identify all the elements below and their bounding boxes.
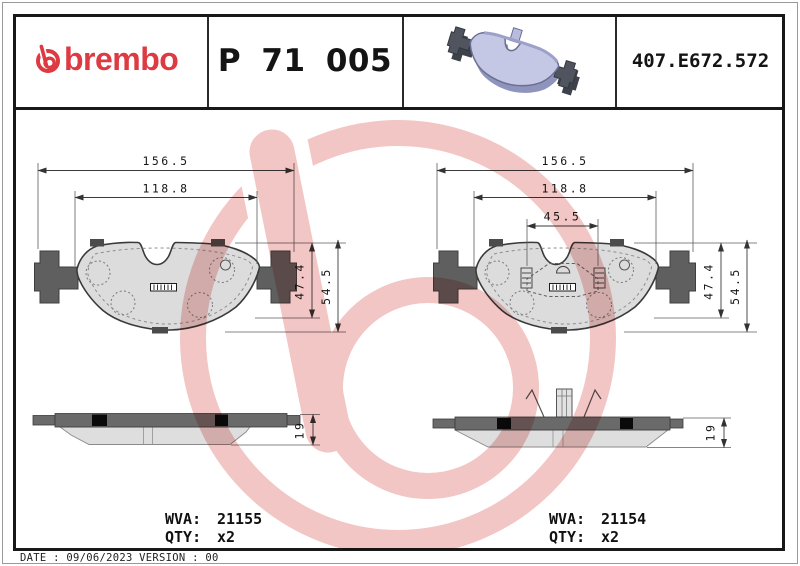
part-number: P 71 005 xyxy=(217,42,393,79)
wva-label: WVA: xyxy=(165,510,202,528)
wva-value: 21154 xyxy=(601,510,647,528)
brake-pad-3d-illustration xyxy=(445,25,582,104)
dim-left-total-width: 156.5 xyxy=(142,154,189,168)
right-pad-side-view: 19 xyxy=(432,388,731,448)
technical-drawing: 156.5 118.8 47.4 54.5 xyxy=(32,154,757,448)
wear-sensor-tab xyxy=(556,388,573,418)
left-pad-id-block: WVA: 21155 QTY: x2 xyxy=(165,510,262,546)
dim-right-pad-height: 47.4 xyxy=(702,262,716,300)
qty-label: QTY: xyxy=(549,528,586,546)
header-divider xyxy=(402,17,404,107)
right-pad-front-view: 156.5 118.8 45.5 47.4 54.5 xyxy=(434,154,757,334)
dim-left-total-height: 54.5 xyxy=(319,267,333,305)
left-pad-front-view: 156.5 118.8 47.4 54.5 xyxy=(35,154,346,334)
dim-right-thickness: 19 xyxy=(704,423,718,442)
qty-value: x2 xyxy=(217,528,236,546)
dim-right-pad-width: 118.8 xyxy=(541,182,588,196)
dim-right-total-width: 156.5 xyxy=(541,154,588,168)
qty-value: x2 xyxy=(601,528,620,546)
header-separator xyxy=(13,107,785,110)
dim-left-pad-height: 47.4 xyxy=(293,262,307,300)
wva-value: 21155 xyxy=(217,510,263,528)
dim-right-total-height: 54.5 xyxy=(728,267,742,305)
header-divider xyxy=(615,17,617,107)
left-pad-side-view: 19 xyxy=(32,413,320,446)
footer-note: DATE : 09/06/2023 VERSION : 00 xyxy=(20,552,219,564)
right-pad-id-block: WVA: 21154 QTY: x2 xyxy=(549,510,646,546)
qty-label: QTY: xyxy=(165,528,202,546)
brand-wordmark: brembo xyxy=(64,41,179,77)
brembo-roundel-b-icon xyxy=(36,43,60,73)
wva-label: WVA: xyxy=(549,510,586,528)
header-divider xyxy=(207,17,209,107)
dim-left-thickness: 19 xyxy=(293,421,307,440)
dim-right-sensor-width: 45.5 xyxy=(544,210,582,224)
reference-code: 407.E672.572 xyxy=(631,49,770,72)
dim-left-pad-width: 118.8 xyxy=(142,182,189,196)
